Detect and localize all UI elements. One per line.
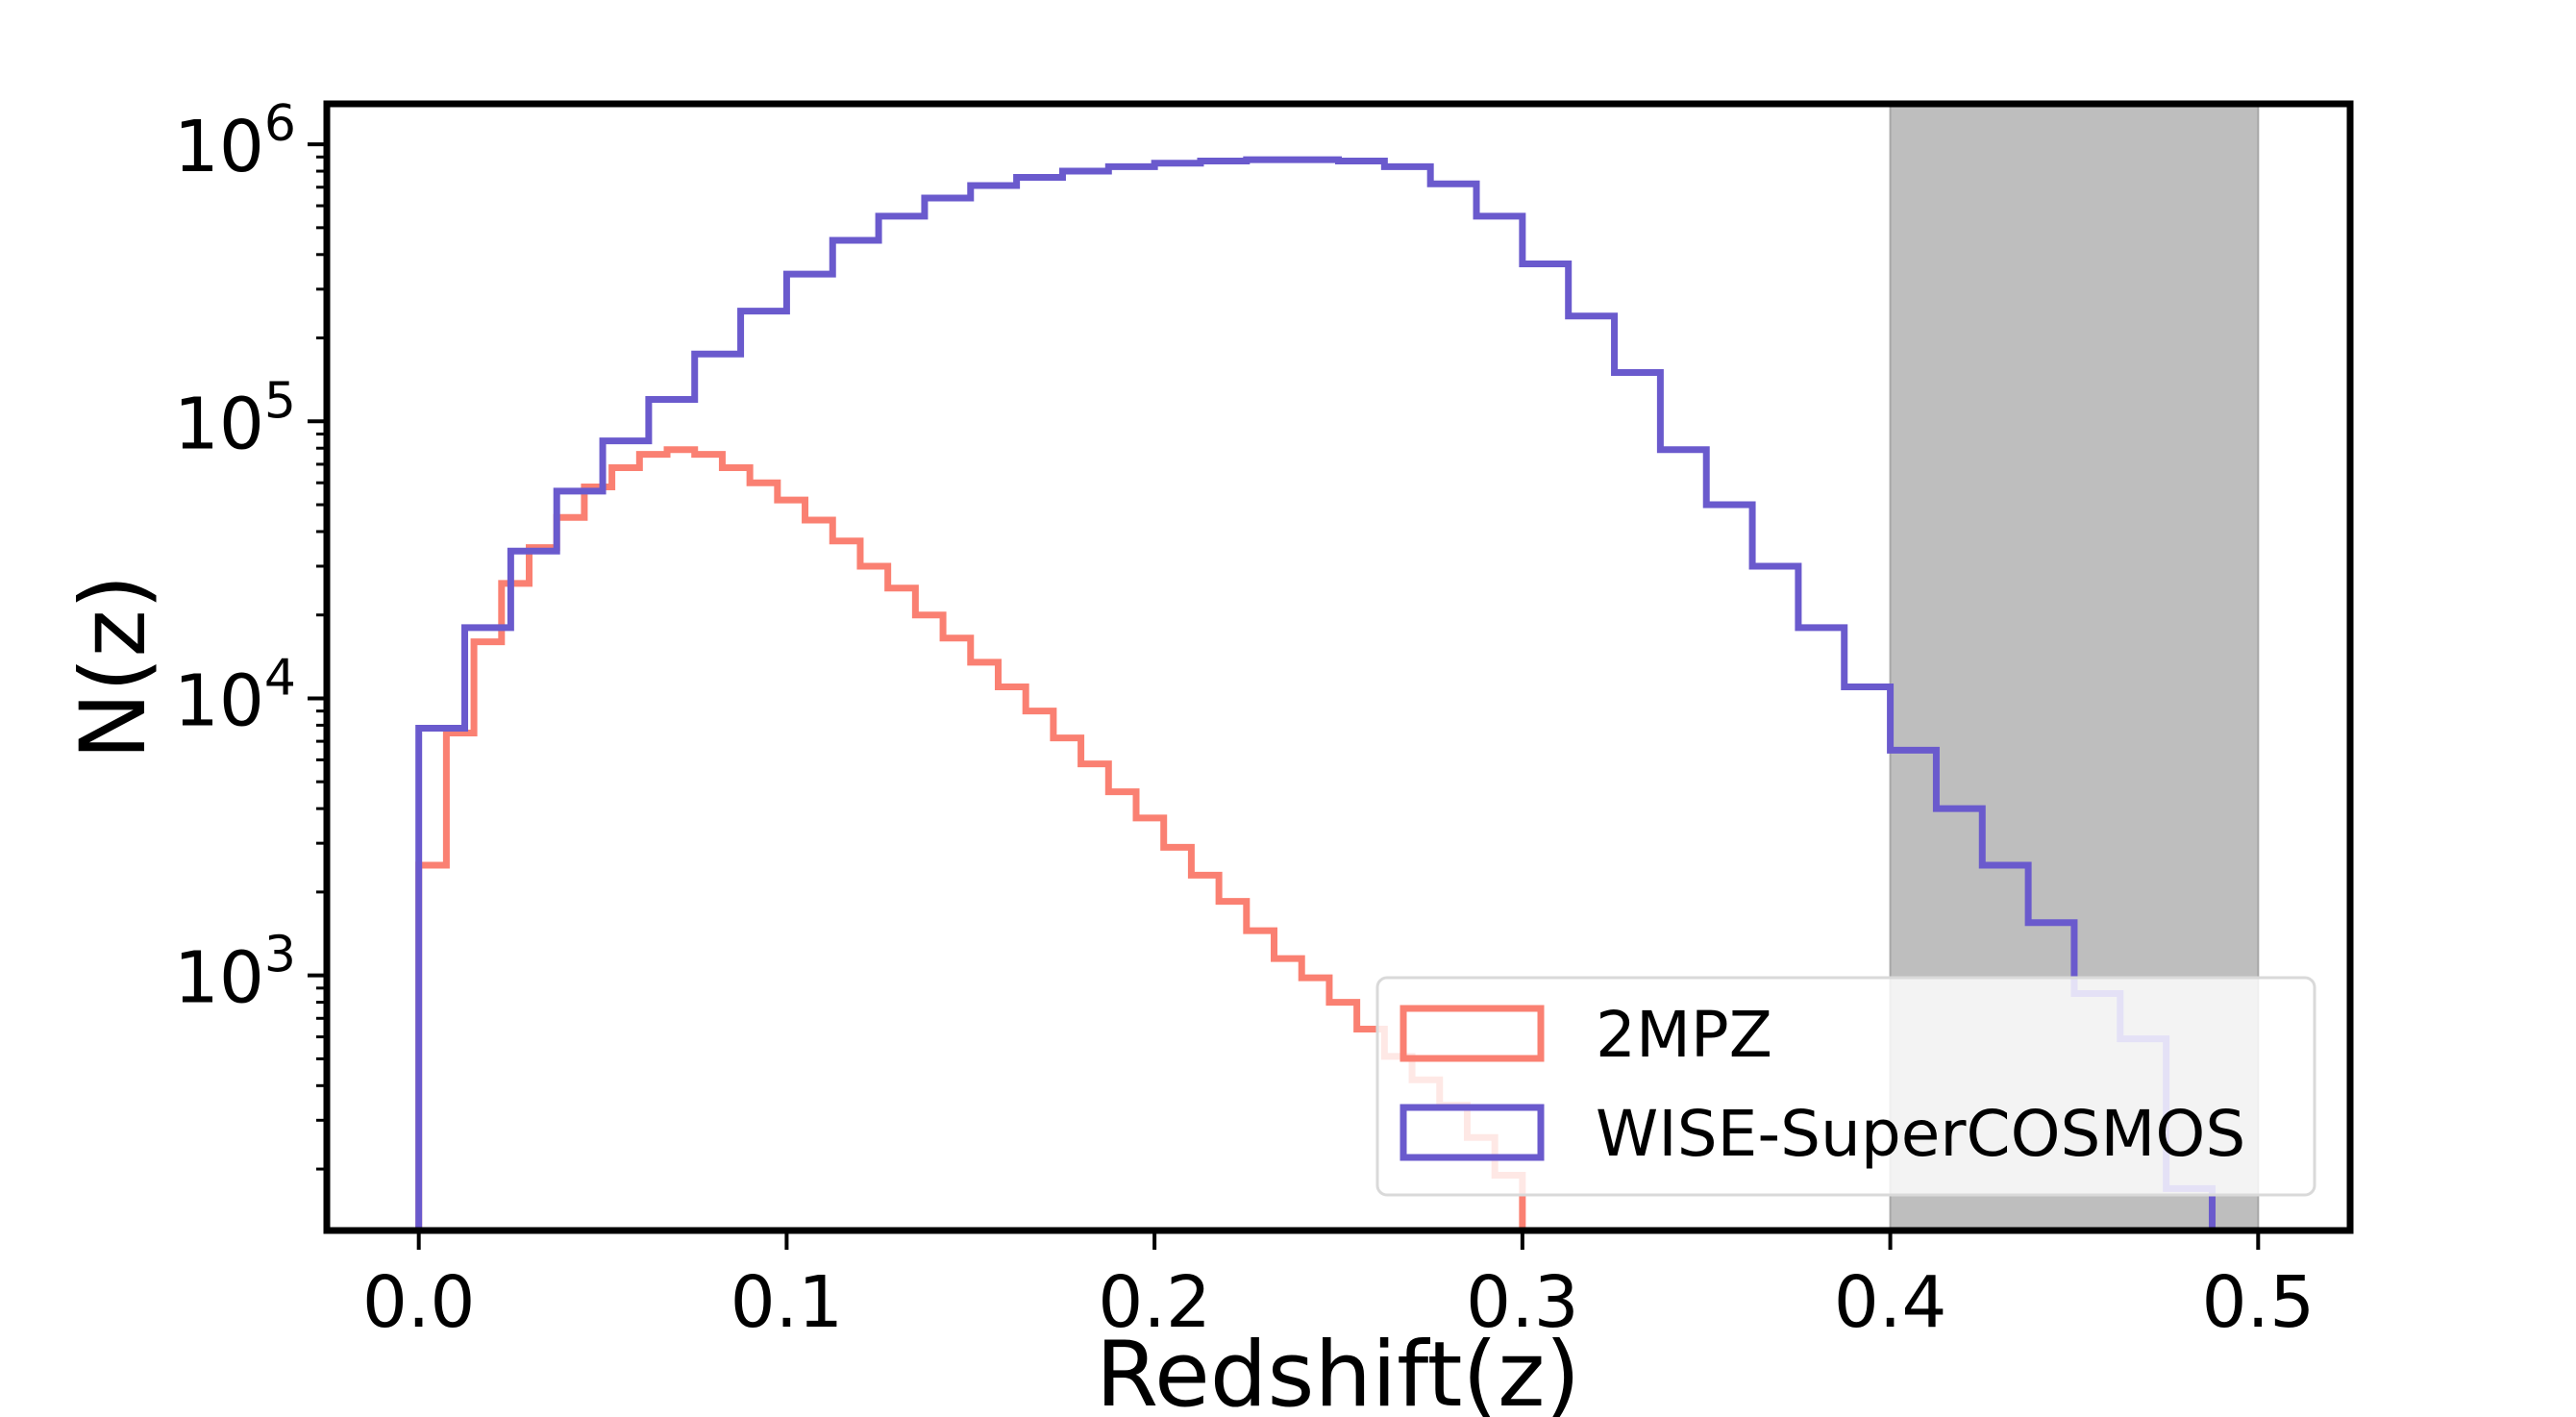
y-tick-label: 105: [174, 372, 296, 465]
y-axis-title: N(z): [62, 574, 166, 759]
x-tick-label: 0.0: [362, 1261, 476, 1344]
x-tick-label: 0.3: [1466, 1261, 1579, 1344]
legend-swatch-wise-supercosmos: [1399, 1104, 1545, 1161]
legend-swatch-2mpz: [1399, 1005, 1545, 1062]
y-axis-ticks: 103 104 105 106: [174, 95, 327, 1171]
x-axis-ticks: 0.0 0.1 0.2 0.3 0.4 0.5: [362, 1231, 2315, 1344]
legend: 2MPZ WISE-SuperCOSMOS: [1375, 976, 2316, 1197]
x-axis-title: Redshift(z): [1096, 1323, 1580, 1417]
legend-label-2mpz: 2MPZ: [1596, 998, 1772, 1072]
histogram-series: [415, 156, 2259, 1234]
legend-label-wise-supercosmos: WISE-SuperCOSMOS: [1596, 1097, 2245, 1171]
histogram-2mpz: [415, 446, 1526, 1231]
histogram-wise-supercosmos: [415, 156, 2259, 1234]
plot-frame: [323, 100, 2354, 1234]
legend-box: [1375, 976, 2316, 1197]
x-tick-label: 0.1: [731, 1261, 844, 1344]
x-tick-label: 0.5: [2201, 1261, 2315, 1344]
x-tick-label: 0.2: [1098, 1261, 1211, 1344]
y-tick-label: 104: [174, 649, 296, 742]
x-tick-label: 0.4: [1834, 1261, 1947, 1344]
y-tick-label: 103: [174, 927, 296, 1020]
y-tick-label: 106: [174, 95, 296, 188]
